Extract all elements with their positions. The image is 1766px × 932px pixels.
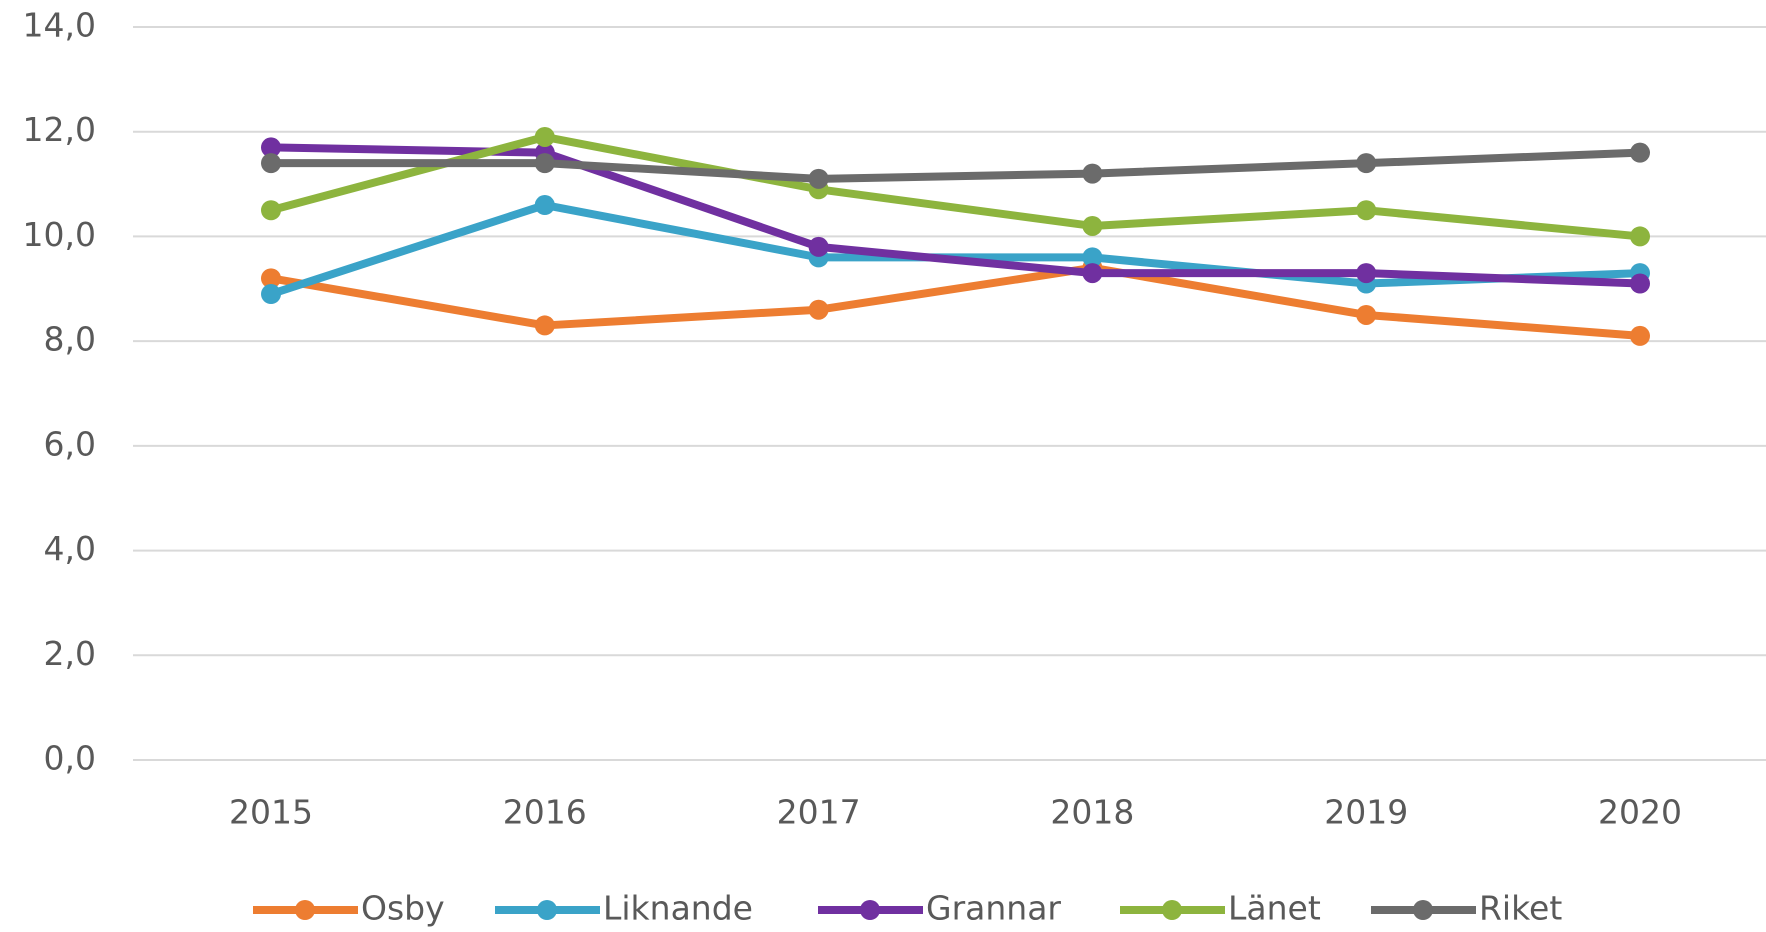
y-tick-label: 0,0 [44,739,96,778]
data-point [1630,325,1650,346]
data-point [1630,142,1650,163]
data-point [1082,163,1103,184]
y-tick-label: 2,0 [44,634,96,673]
data-point [261,200,281,221]
legend-marker [860,900,880,920]
data-point [1630,226,1650,247]
legend-label: Riket [1479,889,1562,928]
data-point [1082,263,1103,284]
series-line [270,263,1641,340]
data-point [808,168,829,189]
data-point [1356,304,1377,325]
data-point [1630,273,1650,294]
y-tick-label: 10,0 [23,215,96,254]
legend-marker [1162,900,1182,920]
x-tick-label: 2019 [1324,793,1408,832]
data-point [261,137,281,158]
data-point [1082,247,1103,268]
y-tick-label: 6,0 [44,424,96,463]
y-tick-label: 12,0 [23,110,96,149]
data-point [1356,153,1377,174]
data-point [808,236,829,257]
legend-label: Grannar [926,889,1061,928]
legend-marker [537,900,557,920]
series-line [271,148,1641,183]
data-point [534,315,555,336]
data-point [1356,263,1377,284]
y-tick-label: 4,0 [44,529,96,568]
x-tick-label: 2017 [777,793,861,832]
y-tick-label: 8,0 [44,320,96,359]
data-point [1356,200,1377,221]
data-point [261,153,281,174]
legend-label: Liknande [603,889,753,928]
legend-label: Länet [1228,889,1321,928]
legend-marker [1413,900,1433,920]
legend-label: Osby [361,889,445,928]
x-tick-label: 2018 [1050,793,1134,832]
data-point [534,126,555,147]
data-point [261,268,281,289]
legend-marker [295,900,315,920]
y-tick-label: 14,0 [23,6,96,45]
data-point [808,299,829,320]
data-point [1082,215,1103,236]
data-point [261,284,281,305]
series-line [269,132,1641,241]
data-point [534,153,555,174]
data-point [534,195,555,216]
x-tick-label: 2020 [1598,793,1682,832]
x-tick-label: 2015 [229,793,313,832]
x-tick-label: 2016 [503,793,587,832]
